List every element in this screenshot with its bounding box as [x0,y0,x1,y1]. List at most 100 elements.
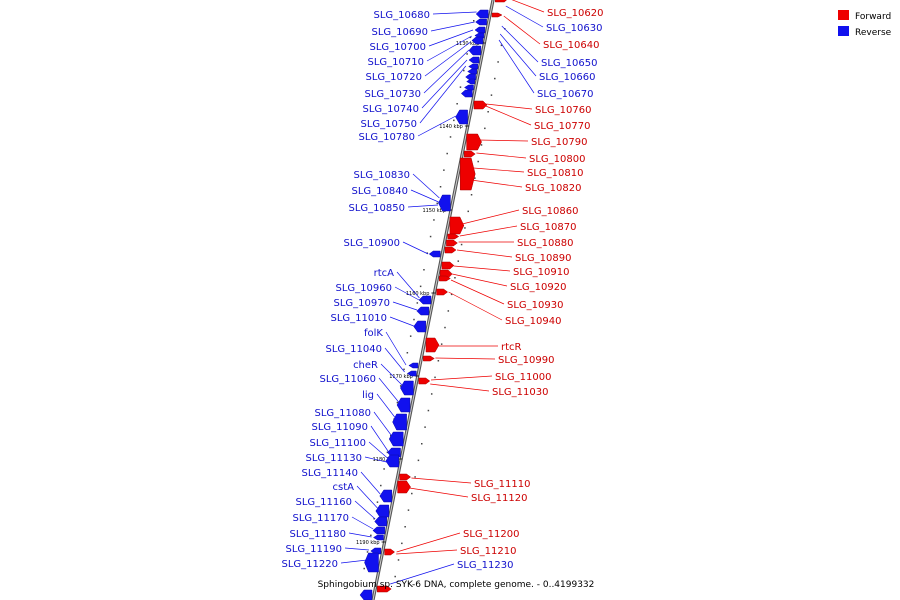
reverse-gene-label: SLG_10740 [363,104,419,115]
forward-label-leader [396,549,458,555]
axis-dot [417,459,420,462]
axis-dot [467,210,469,213]
reverse-label-leader [354,500,376,520]
reverse-gene-feature [375,504,390,518]
axis-tick-label: 1170 kbp [389,374,413,380]
axis-dot [443,169,445,171]
axis-dot [456,103,458,105]
forward-label-leader [462,209,520,225]
forward-gene-label: SLG_11120 [471,493,527,504]
reverse-label-leader [360,471,381,495]
forward-gene-label: SLG_11210 [460,546,516,557]
reverse-gene-label: SLG_10830 [354,170,410,181]
axis-dot [363,567,365,570]
axis-dot [403,368,405,371]
reverse-label-leader [394,286,420,301]
axis-tick-label: 1140 kbp [439,124,463,130]
forward-label-leader [396,532,461,553]
forward-gene-label: SLG_11230 [457,560,513,571]
reverse-label-leader [385,331,407,366]
reverse-gene-label: SLG_11190 [286,544,342,555]
axis-dot [423,269,425,271]
forward-label-leader [501,25,539,63]
forward-gene-label: SLG_11030 [492,387,548,398]
forward-gene-feature [495,0,507,3]
reverse-gene-feature [374,516,387,527]
reverse-gene-label: SLG_10700 [370,42,426,53]
axis-dot [376,501,379,503]
reverse-gene-feature [359,589,373,600]
reverse-gene-feature [471,36,484,45]
reverse-label-leader [432,11,477,15]
reverse-label-leader [340,559,368,564]
forward-gene-label: SLG_11200 [463,529,519,540]
axis-tick-label: 1160 kbp [406,291,430,297]
reverse-gene-label: SLG_11160 [296,497,352,508]
axis-dot [469,36,472,39]
reverse-gene-feature [396,397,411,413]
reverse-gene-label: SLG_10710 [368,57,424,68]
reverse-gene-label: SLG_10680 [374,10,430,21]
forward-label-leader [498,39,535,94]
reverse-gene-feature [468,45,482,56]
axis-dot [444,326,446,329]
forward-label-leader [430,383,490,392]
forward-label-leader [409,487,469,498]
reverse-gene-feature [467,68,477,75]
reverse-label-leader [421,59,468,109]
reverse-gene-feature [379,489,393,503]
axis-dot [380,484,382,487]
reverse-label-leader [412,173,440,199]
axis-tick-label: 1190 kbp [356,540,380,546]
reverse-gene-feature [372,526,386,535]
forward-gene-label: SLG_10760 [535,105,591,116]
axis-dot [414,476,416,478]
forward-label-leader [390,563,455,585]
axis-dot [439,186,442,188]
reverse-gene-label: SLG_10750 [361,119,417,130]
reverse-gene-feature [408,362,419,369]
forward-gene-feature [423,355,435,362]
forward-gene-label: SLG_10630 [546,23,602,34]
legend: Forward Reverse [838,10,892,38]
reverse-label-leader [344,547,370,551]
forward-gene-feature [491,12,503,18]
reverse-gene-feature [385,454,400,468]
reverse-label-leader [407,204,439,208]
forward-gene-label: SLG_10810 [527,168,583,179]
axis-dot [434,376,436,379]
axis-dot [429,235,432,238]
axis-dot [437,360,440,362]
reverse-label-leader [417,115,456,137]
forward-label-leader [435,357,496,360]
reverse-label-leader [368,441,388,459]
forward-gene-feature [376,585,392,593]
reverse-gene-feature [428,250,441,258]
forward-gene-feature [447,233,460,240]
forward-label-leader [505,5,544,28]
reverse-gene-feature [468,56,480,64]
forward-gene-label: SLG_10940 [505,316,561,327]
axis-dot [473,20,475,22]
forward-gene-feature [441,261,455,270]
axis-dot [474,177,476,179]
reverse-gene-feature [455,109,468,125]
reverse-gene-label: SLG_11140 [302,468,358,479]
axis-dot [470,194,473,196]
reverse-gene-label: SLG_10780 [359,132,415,143]
forward-label-leader [452,273,508,287]
axis-dot [394,575,396,578]
forward-gene-feature [446,239,458,247]
reverse-gene-feature [416,306,430,316]
axis-dot [464,227,466,229]
forward-gene-label: SLG_10790 [531,137,587,148]
axis-dot [373,518,375,520]
axis-dot [449,136,452,138]
legend-label-forward: Forward [855,12,891,22]
forward-label-leader [470,179,523,188]
reverse-gene-feature [406,370,417,377]
forward-gene-feature [473,100,488,110]
forward-gene-label: SLG_10890 [515,253,571,264]
reverse-gene-label: SLG_10960 [336,283,392,294]
